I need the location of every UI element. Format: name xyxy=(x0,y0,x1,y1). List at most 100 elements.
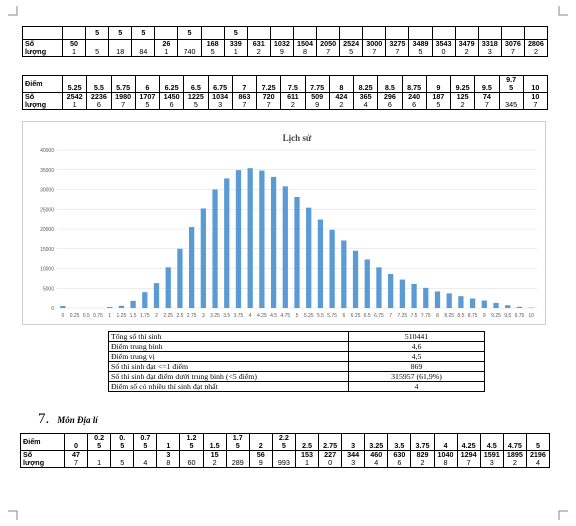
diem-cell: 2.5 xyxy=(294,433,320,451)
x-tick-label: 9.25 xyxy=(491,313,501,319)
histogram-bar xyxy=(446,293,452,308)
value-cell: 345 xyxy=(498,92,524,110)
diem-cell-bottom: 8.5 xyxy=(384,83,395,92)
value-cell-top: 460 xyxy=(370,450,383,459)
row-label-diem: Điểm xyxy=(22,75,63,93)
row-label-so-luong-bottom: lượng xyxy=(23,458,45,467)
histogram-bar xyxy=(165,267,171,308)
value-cell: 10 7 xyxy=(522,92,549,110)
stats-row: Tổng số thí sinh 510441 xyxy=(108,331,485,342)
value-cell-top: 10 xyxy=(531,92,540,101)
value-cell-bottom: 1 xyxy=(304,458,309,467)
diem-cell: 4.25 xyxy=(456,433,481,451)
histogram-bar xyxy=(130,300,136,308)
x-tick-label: 7 xyxy=(389,313,392,319)
x-tick-label: 4 xyxy=(249,313,252,319)
row-label-so-luong-bottom: lượng xyxy=(25,47,47,56)
value-cell-top: 3 xyxy=(166,450,171,459)
x-tick-label: 9.75 xyxy=(515,313,525,319)
value-cell-top: 1980 xyxy=(115,92,132,101)
x-tick-label: 0.25 xyxy=(70,313,80,319)
stats-value: 869 xyxy=(348,361,485,372)
header-cell xyxy=(200,26,225,40)
x-tick-label: 5.5 xyxy=(317,313,324,319)
diem-cell: 5 xyxy=(525,433,551,451)
value-cell-top: 1034 xyxy=(212,92,229,101)
header-cell xyxy=(362,26,387,40)
x-tick-label: 6.25 xyxy=(351,313,361,319)
diem-cell-top: 0.7 xyxy=(140,433,151,442)
value-cell-bottom: 3 xyxy=(487,47,492,56)
header-cell xyxy=(523,26,549,40)
value-cell-top: 2524 xyxy=(343,39,360,48)
value-cell: 631 2 xyxy=(246,39,271,57)
value-cell-bottom: 2 xyxy=(256,47,261,56)
diem-cell-bottom: 4 xyxy=(443,441,448,450)
value-cell-bottom: 289 xyxy=(231,458,244,467)
section-number: 7. xyxy=(38,411,50,427)
row-label-diem-top: Điểm xyxy=(23,437,41,446)
value-cell: 2196 4 xyxy=(525,450,551,468)
y-tick-label: 25000 xyxy=(40,207,54,213)
histogram-bar xyxy=(153,283,160,308)
value-cell: 1591 3 xyxy=(479,450,504,468)
value-cell: 1980 7 xyxy=(110,92,136,110)
stats-value: 4,6 xyxy=(348,341,485,352)
row-label-so-luong-top: Số xyxy=(25,92,35,101)
diem-cell-top: 9.7 xyxy=(506,75,517,84)
value-cell-bottom: 2 xyxy=(512,458,517,467)
diem-cell: 4.5 xyxy=(479,433,504,451)
header-cell xyxy=(500,26,525,40)
value-cell-top: 3000 xyxy=(366,39,383,48)
histogram-bar xyxy=(399,279,405,308)
value-cell: 3543 0 xyxy=(431,39,456,57)
value-cell: 74 7 xyxy=(474,92,500,110)
y-tick-label: 15000 xyxy=(40,247,54,253)
header-cell: 5 xyxy=(85,26,110,40)
header-cell xyxy=(246,26,271,40)
value-cell-bottom: 4 xyxy=(363,100,368,109)
diem-cell-bottom: 5 xyxy=(281,441,286,450)
value-cell: 296 6 xyxy=(377,92,403,110)
value-cell: 630 6 xyxy=(387,450,412,468)
diem-cell-bottom: 6.25 xyxy=(164,83,179,92)
diem-cell: 5.25 xyxy=(61,75,88,93)
diem-cell-bottom: 4.25 xyxy=(461,441,476,450)
value-cell-bottom: 993 xyxy=(277,458,290,467)
value-cell-top: 509 xyxy=(311,92,324,101)
diem-cell: 8.75 xyxy=(401,75,427,93)
diem-cell-bottom: 2.75 xyxy=(323,441,338,450)
header-cell: 5 xyxy=(223,26,248,40)
value-cell-bottom: 0 xyxy=(328,458,333,467)
value-cell-top: 2196 xyxy=(529,450,546,459)
value-cell-top: 1895 xyxy=(506,450,523,459)
x-tick-label: 7.5 xyxy=(411,313,418,319)
diem-cell-bottom: 5 xyxy=(143,441,148,450)
diem-cell-bottom: 8.75 xyxy=(407,83,422,92)
value-cell: 3000 7 xyxy=(362,39,387,57)
value-cell-bottom: 7 xyxy=(242,100,247,109)
diem-cell: 9.7 5 xyxy=(498,75,524,93)
value-cell: 1032 9 xyxy=(269,39,294,57)
value-cell: 18 xyxy=(108,39,133,57)
value-cell-bottom: 2 xyxy=(420,458,425,467)
value-cell-top: 424 xyxy=(335,92,348,101)
value-cell-bottom: 8 xyxy=(302,47,307,56)
value-cell: 1040 8 xyxy=(433,450,458,468)
histogram-bar xyxy=(177,248,183,308)
value-cell-top: 3076 xyxy=(504,39,521,48)
value-cell: 84 xyxy=(131,39,156,57)
x-tick-label: 3.75 xyxy=(234,313,244,319)
stats-value: 4 xyxy=(348,381,485,392)
value-cell: 289 xyxy=(225,450,250,468)
x-tick-label: 7.25 xyxy=(397,313,407,319)
value-cell-bottom: 4 xyxy=(143,458,148,467)
value-cell: 344 3 xyxy=(341,450,366,468)
row-label-so-luong: Số lượng xyxy=(22,39,63,57)
stats-label: Điểm số có nhiều thí sinh đạt nhất xyxy=(108,381,349,392)
value-cell-bottom: 9 xyxy=(315,100,320,109)
x-tick-label: 5.25 xyxy=(304,313,314,319)
diem-cell: 6 xyxy=(134,75,161,93)
diem-cell: 1.2 5 xyxy=(179,433,204,451)
